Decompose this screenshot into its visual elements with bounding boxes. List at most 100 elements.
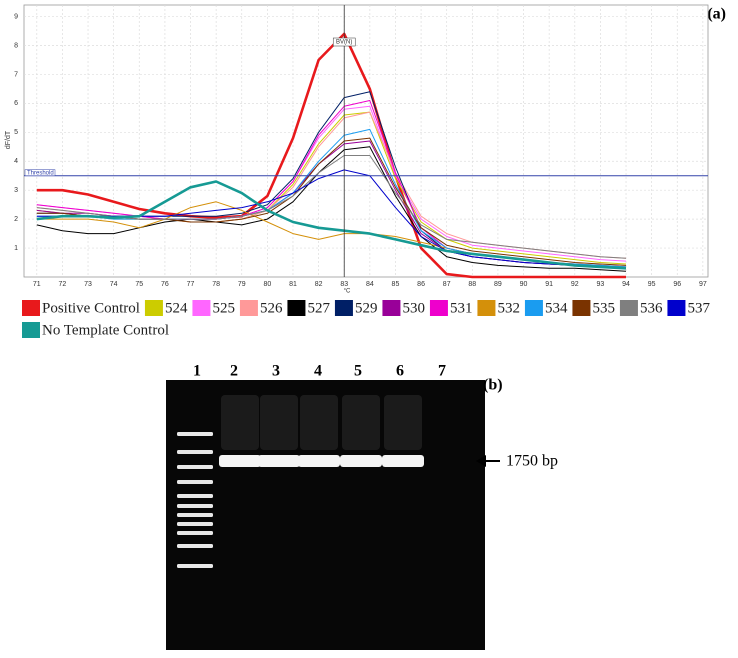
lane-label: 2	[230, 363, 238, 380]
dna-band	[219, 455, 261, 467]
legend-label: 527	[307, 300, 330, 316]
legend-swatch	[239, 300, 258, 316]
legend-swatch	[22, 322, 40, 338]
lane-smear	[342, 395, 380, 450]
x-tick-label: 84	[366, 281, 374, 288]
legend-item: No Template Control	[22, 322, 169, 338]
x-tick-label: 91	[545, 281, 553, 288]
legend-swatch	[334, 300, 353, 316]
legend-swatch	[667, 300, 686, 316]
legend-swatch	[144, 300, 163, 316]
ladder-band	[177, 480, 213, 484]
x-tick-label: 85	[392, 281, 400, 288]
x-tick-label: 83	[340, 281, 348, 288]
legend-label: 530	[402, 300, 425, 316]
legend-label: 529	[355, 300, 378, 316]
x-tick-label: 77	[187, 281, 195, 288]
x-tick-label: 71	[33, 281, 41, 288]
legend-item: 530	[382, 300, 425, 316]
legend-item: 525	[192, 300, 235, 316]
legend-item: Positive Control	[22, 300, 140, 316]
lane-label: 3	[272, 363, 280, 380]
legend-label: 531	[450, 300, 473, 316]
x-tick-label: 89	[494, 281, 502, 288]
legend-item: 531	[429, 300, 473, 316]
lane-smear	[221, 395, 259, 450]
ladder-band	[177, 494, 213, 498]
lane-label: 7	[438, 363, 446, 380]
legend-label: Positive Control	[42, 300, 140, 316]
legend-label: 532	[497, 300, 520, 316]
lane-smear	[384, 395, 422, 450]
legend-swatch	[524, 300, 543, 316]
legend-label: 524	[165, 300, 188, 316]
ladder-band	[177, 522, 213, 526]
lane-label: 1	[193, 363, 201, 380]
dna-band	[382, 455, 424, 467]
lane-label: 5	[354, 363, 362, 380]
series-line	[36, 180, 627, 270]
y-tick-label: 1	[14, 245, 18, 252]
y-tick-label: 9	[14, 13, 18, 20]
x-tick-label: 82	[315, 281, 323, 288]
cursor-label: BV(N)	[336, 40, 352, 46]
x-tick-label: 76	[161, 281, 169, 288]
x-tick-label: 72	[59, 281, 67, 288]
legend-label: No Template Control	[42, 322, 169, 338]
y-tick-label: 8	[14, 42, 18, 49]
series-line	[36, 32, 626, 279]
y-tick-label: 2	[14, 216, 18, 223]
ladder-band	[177, 450, 213, 454]
legend-label: 526	[260, 300, 283, 316]
dna-band	[340, 455, 382, 467]
x-tick-label: 92	[571, 281, 579, 288]
x-tick-label: 87	[443, 281, 451, 288]
ladder-band	[177, 432, 213, 436]
x-tick-label: 75	[135, 281, 143, 288]
y-tick-label: 6	[14, 100, 18, 107]
legend-item: 535	[572, 300, 615, 316]
x-tick-label: 74	[110, 281, 118, 288]
y-tick-label: 7	[14, 71, 18, 78]
threshold-label: Threshold	[27, 170, 54, 176]
legend-swatch	[477, 300, 496, 316]
y-tick-label: 3	[14, 187, 18, 194]
x-tick-label: 86	[417, 281, 425, 288]
ladder-band	[177, 564, 213, 568]
series-line	[36, 146, 627, 272]
legend-item: 532	[477, 300, 520, 316]
ladder-band	[177, 513, 213, 517]
legend-label: 536	[640, 300, 663, 316]
x-tick-label: 80	[263, 281, 271, 288]
x-tick-label: 88	[468, 281, 476, 288]
lane-smear	[300, 395, 338, 450]
legend-item: 534	[524, 300, 568, 316]
x-axis-label: °C	[344, 289, 351, 295]
arrow-head	[476, 455, 486, 467]
lane-label: 6	[396, 363, 404, 380]
cursor-label-box	[332, 37, 356, 47]
x-tick-label: 79	[238, 281, 246, 288]
legend-item: 524	[144, 300, 188, 316]
dna-band	[298, 455, 340, 467]
y-axis-label: dF/dT	[5, 130, 12, 149]
x-tick-label: 90	[520, 281, 528, 288]
legend-item: 536	[619, 300, 663, 316]
x-tick-label: 96	[673, 281, 681, 288]
legend-label: 534	[545, 300, 568, 316]
lane-smear	[260, 395, 298, 450]
panel-label: (a)	[707, 6, 726, 23]
legend-item: 537	[667, 300, 710, 316]
ladder-band	[177, 504, 213, 508]
x-tick-label: 73	[84, 281, 92, 288]
ladder-band	[177, 544, 213, 548]
y-tick-label: 5	[14, 129, 18, 136]
legend-label: 537	[687, 300, 710, 316]
threshold-label-box	[24, 169, 56, 176]
x-tick-label: 97	[699, 281, 707, 288]
legend-swatch	[287, 300, 306, 316]
dna-band	[258, 455, 300, 467]
x-tick-label: 94	[622, 281, 630, 288]
panel-label: (b)	[483, 377, 503, 394]
